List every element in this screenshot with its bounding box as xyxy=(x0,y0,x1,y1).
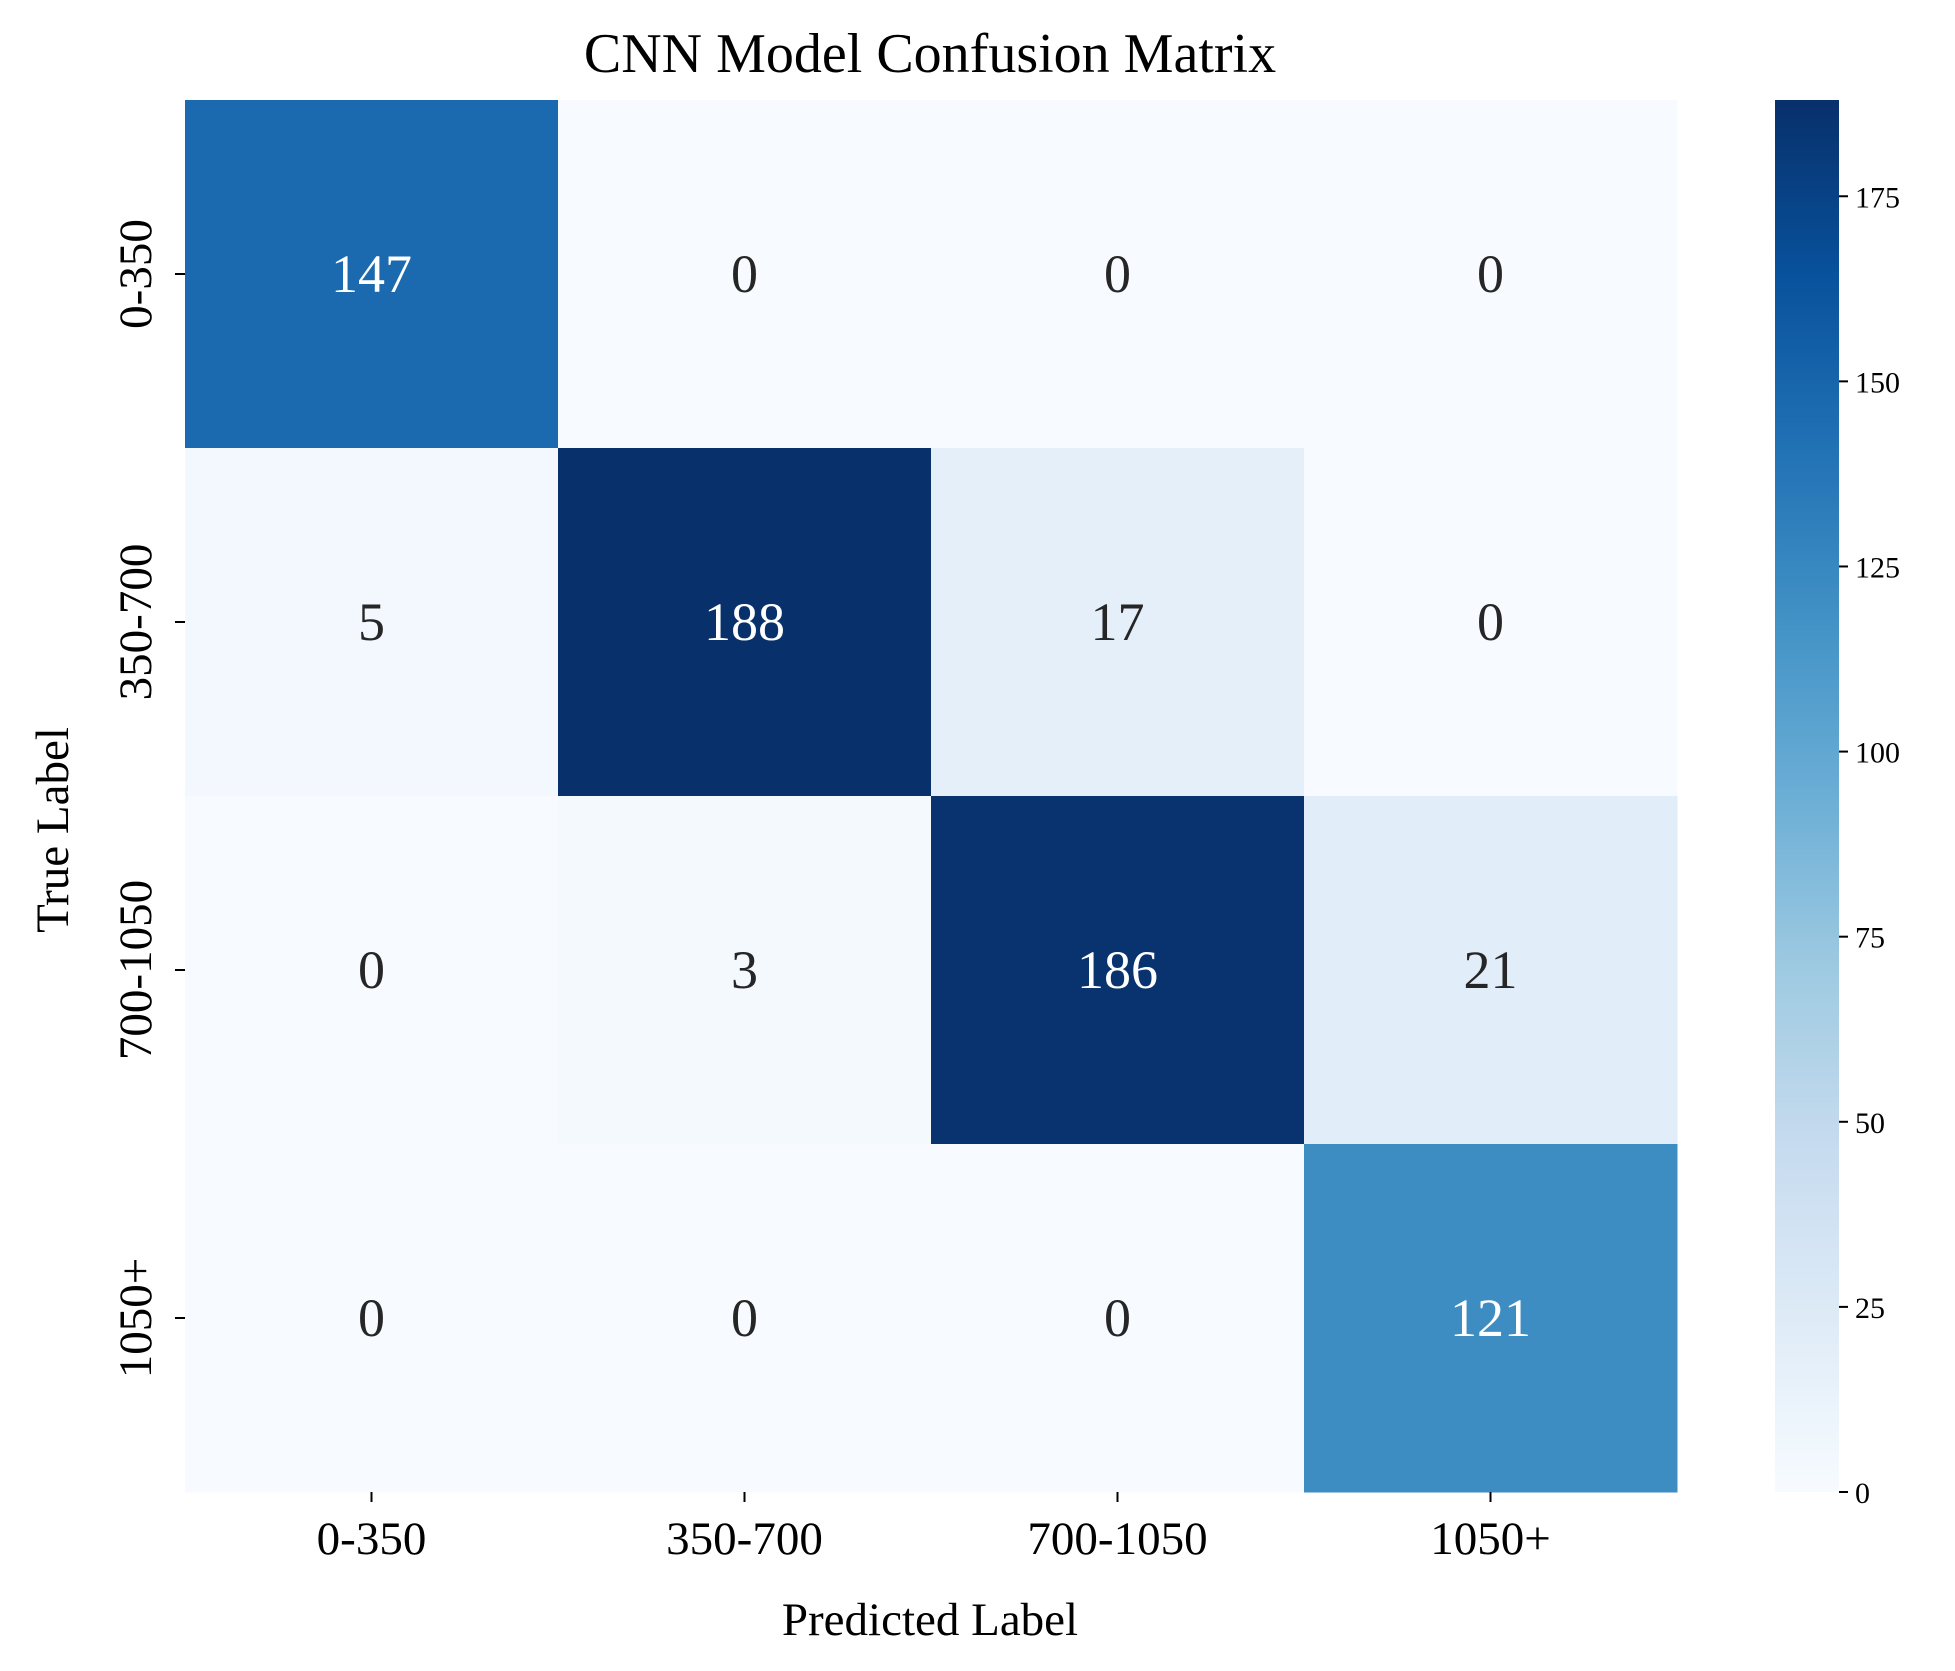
cell-value-label: 186 xyxy=(1077,940,1158,1000)
heatmap-cell xyxy=(185,796,559,1145)
cell-value-label: 0 xyxy=(731,1288,758,1348)
heatmap-cell xyxy=(931,100,1305,449)
cell-value-label: 188 xyxy=(704,592,785,652)
cell-value-label: 0 xyxy=(1104,1288,1131,1348)
heatmap-cell xyxy=(558,100,932,449)
heatmap-cell xyxy=(1304,796,1678,1145)
cell-value-label: 0 xyxy=(1104,244,1131,304)
x-axis-ticks: 0-350 350-700 700-1050 1050+ xyxy=(317,1492,1551,1565)
chart-title: CNN Model Confusion Matrix xyxy=(584,23,1276,85)
heatmap-cell xyxy=(1304,100,1678,449)
colorbar-tick-label: 25 xyxy=(1855,1292,1885,1325)
cell-value-label: 17 xyxy=(1091,592,1145,652)
y-axis-label: True Label xyxy=(27,727,79,933)
colorbar-tick-label: 175 xyxy=(1855,181,1900,214)
heatmap-cell xyxy=(558,448,932,797)
heatmap-cell xyxy=(185,1144,559,1493)
x-axis-label: Predicted Label xyxy=(782,1594,1078,1646)
heatmap-cell xyxy=(558,1144,932,1493)
heatmap-cells xyxy=(185,100,1678,1493)
heatmap-cell-labels: 147 0 0 0 5 188 17 0 0 3 186 21 0 0 0 121 xyxy=(331,244,1531,1348)
cell-value-label: 3 xyxy=(731,940,758,1000)
heatmap-cell xyxy=(931,448,1305,797)
y-axis-ticks: 0-350 350-700 700-1050 1050+ xyxy=(110,219,185,1378)
colorbar-ticks: 0 25 50 75 100 125 150 175 xyxy=(1839,181,1900,1510)
colorbar-tick-label: 50 xyxy=(1855,1107,1885,1140)
heatmap-cell xyxy=(185,100,559,449)
cell-value-label: 0 xyxy=(358,940,385,1000)
y-tick-label: 350-700 xyxy=(110,544,162,701)
cell-value-label: 0 xyxy=(731,244,758,304)
x-tick-label: 350-700 xyxy=(666,1513,823,1565)
x-tick-label: 700-1050 xyxy=(1027,1513,1207,1565)
heatmap-cell xyxy=(1304,1144,1678,1493)
heatmap-cell xyxy=(931,796,1305,1145)
cell-value-label: 0 xyxy=(1477,592,1504,652)
cell-value-label: 147 xyxy=(331,244,412,304)
x-tick-label: 0-350 xyxy=(317,1513,427,1565)
colorbar-tick-label: 0 xyxy=(1855,1477,1870,1510)
x-tick-label: 1050+ xyxy=(1430,1513,1551,1565)
colorbar xyxy=(1775,100,1839,1492)
cell-value-label: 21 xyxy=(1464,940,1518,1000)
colorbar-tick-label: 125 xyxy=(1855,551,1900,584)
cell-value-label: 0 xyxy=(358,1288,385,1348)
y-tick-label: 0-350 xyxy=(110,219,162,329)
heatmap-cell xyxy=(185,448,559,797)
cell-value-label: 0 xyxy=(1477,244,1504,304)
colorbar-tick-label: 75 xyxy=(1855,922,1885,955)
y-tick-label: 1050+ xyxy=(110,1258,162,1379)
colorbar-tick-label: 150 xyxy=(1855,366,1900,399)
heatmap-cell xyxy=(931,1144,1305,1493)
cell-value-label: 5 xyxy=(358,592,385,652)
y-tick-label: 700-1050 xyxy=(110,880,162,1060)
cell-value-label: 121 xyxy=(1450,1288,1531,1348)
heatmap-cell xyxy=(1304,448,1678,797)
heatmap-cell xyxy=(558,796,932,1145)
colorbar-tick-label: 100 xyxy=(1855,737,1900,770)
